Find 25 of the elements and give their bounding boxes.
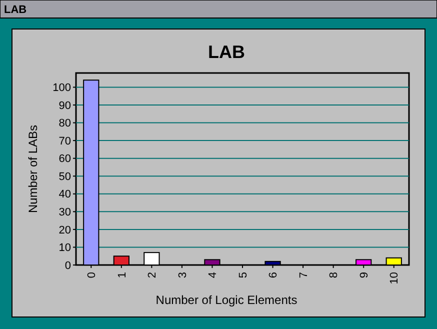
- y-tick-label: 70: [58, 135, 71, 148]
- x-tick-label: 10: [388, 272, 401, 284]
- chart-title: LAB: [208, 42, 245, 62]
- x-axis-title: Number of Logic Elements: [156, 293, 298, 307]
- x-tick-label: 8: [328, 272, 340, 278]
- x-tick-label: 9: [358, 272, 370, 278]
- x-tick-label: 5: [237, 272, 250, 278]
- x-tick-label: 2: [146, 272, 159, 278]
- y-tick-label: 80: [58, 118, 71, 130]
- x-tick-label: 7: [298, 272, 310, 278]
- x-tick-label: 6: [268, 272, 280, 278]
- x-tick-label: 1: [116, 272, 128, 278]
- y-tick-label: 60: [58, 153, 71, 166]
- y-tick-label: 20: [58, 224, 71, 236]
- y-tick-label: 30: [58, 206, 71, 219]
- y-tick-label: 10: [58, 242, 71, 254]
- x-tick-label: 0: [86, 272, 98, 278]
- x-tick-label: 4: [207, 272, 220, 278]
- text: LAB: [4, 4, 27, 16]
- y-axis-title: Number of LABs: [26, 124, 40, 214]
- y-tick-label: 90: [58, 100, 71, 112]
- y-tick-label: 40: [58, 188, 71, 201]
- y-tick-label: 50: [58, 170, 71, 183]
- y-tick-label: 100: [52, 82, 71, 94]
- x-tick-label: 3: [176, 272, 189, 278]
